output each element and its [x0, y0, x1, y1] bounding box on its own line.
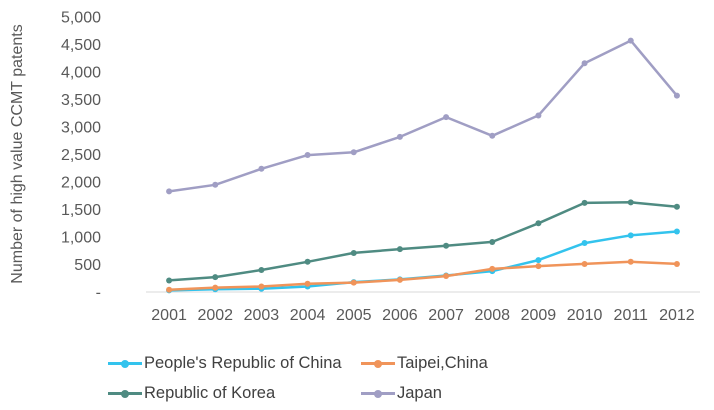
data-point: [212, 284, 219, 291]
y-tick-label: 4,500: [61, 37, 101, 54]
data-point: [581, 240, 588, 247]
data-point: [350, 249, 357, 256]
series-layer: [166, 37, 680, 294]
series-3: [166, 37, 680, 195]
data-point: [396, 246, 403, 253]
legend-dot: [121, 359, 129, 368]
x-tick-label: 2005: [336, 307, 372, 324]
data-point: [258, 165, 265, 172]
legend-item-taipei[interactable]: Taipei,China: [361, 352, 488, 374]
data-point: [350, 279, 357, 286]
data-point: [396, 276, 403, 283]
x-tick-label: 2009: [521, 307, 557, 324]
data-point: [443, 273, 450, 280]
data-point: [489, 238, 496, 245]
data-point: [535, 220, 542, 227]
legend-item-prc[interactable]: People's Republic of China: [108, 352, 342, 374]
data-point: [212, 181, 219, 188]
data-point: [396, 133, 403, 140]
data-point: [166, 188, 173, 195]
y-tick-label: 2,000: [61, 175, 101, 192]
data-point: [212, 274, 219, 281]
series-line: [169, 260, 677, 292]
x-tick-label: 2003: [244, 307, 280, 324]
y-axis-title: Number of high value CCMT patents: [9, 24, 26, 283]
data-point: [673, 203, 680, 210]
data-point: [443, 242, 450, 249]
data-point: [489, 132, 496, 139]
data-point: [581, 260, 588, 267]
legend-marker-prc: [108, 356, 142, 370]
data-point: [627, 37, 634, 44]
legend-marker-korea: [108, 386, 142, 400]
x-tick-label: 2004: [290, 307, 326, 324]
data-point: [673, 228, 680, 235]
x-tick-label: 2007: [428, 307, 464, 324]
x-axis-ticks: 2001 2002 2003 2004 2005 2006 2007 2008 2009 2010…: [151, 307, 695, 324]
data-point: [535, 257, 542, 264]
data-point: [304, 258, 311, 265]
data-point: [627, 232, 634, 239]
x-tick-label: 2012: [659, 307, 695, 324]
legend-label-japan: Japan: [397, 383, 442, 402]
data-point: [581, 199, 588, 206]
data-point: [304, 280, 311, 287]
legend-item-korea[interactable]: Republic of Korea: [108, 382, 275, 404]
data-point: [166, 286, 173, 293]
data-point: [304, 152, 311, 159]
data-point: [627, 199, 634, 206]
data-point: [258, 267, 265, 273]
y-tick-label: 2,500: [61, 147, 101, 164]
x-tick-label: 2008: [474, 307, 510, 324]
data-point: [489, 265, 496, 272]
y-tick-label: 1,000: [61, 230, 101, 247]
series-1: [166, 258, 680, 293]
data-point: [535, 112, 542, 119]
x-tick-label: 2010: [567, 307, 603, 324]
legend-label-prc: People's Republic of China: [144, 353, 342, 372]
y-tick-label: 3,500: [61, 92, 101, 109]
x-tick-label: 2001: [151, 307, 187, 324]
y-tick-label: 500: [74, 257, 101, 274]
data-point: [258, 283, 265, 290]
y-tick-label: -: [96, 285, 101, 302]
data-point: [535, 263, 542, 270]
data-point: [627, 258, 634, 265]
legend-marker-taipei: [361, 356, 395, 370]
legend-dot: [374, 389, 382, 398]
y-tick-label: 3,000: [61, 120, 101, 137]
x-tick-label: 2011: [614, 307, 649, 324]
legend-dot: [121, 389, 129, 398]
series-0: [166, 228, 680, 294]
series-line: [168, 39, 678, 193]
y-tick-label: 1,500: [61, 202, 101, 219]
x-tick-label: 2002: [197, 307, 233, 324]
legend: People's Republic of China Taipei,China …: [108, 352, 628, 402]
y-tick-label: 4,000: [61, 65, 101, 82]
data-point: [673, 260, 680, 267]
legend-dot: [374, 359, 382, 368]
data-point: [581, 60, 588, 67]
data-point: [443, 114, 450, 121]
y-tick-label: 5,000: [61, 10, 101, 27]
y-axis-ticks: - 500 1,000 1,500 2,000 2,500 3,000 3,500 4,000 4…: [61, 10, 101, 302]
x-tick-label: 2006: [382, 307, 418, 324]
legend-item-japan[interactable]: Japan: [361, 382, 442, 404]
legend-label-korea: Republic of Korea: [144, 383, 276, 402]
legend-label-taipei: Taipei,China: [397, 353, 488, 372]
series-2: [166, 199, 680, 284]
series-line: [169, 230, 678, 292]
data-point: [166, 277, 173, 284]
data-point: [673, 92, 680, 99]
series-line: [169, 201, 678, 282]
data-point: [350, 149, 357, 156]
legend-marker-japan: [361, 386, 395, 400]
